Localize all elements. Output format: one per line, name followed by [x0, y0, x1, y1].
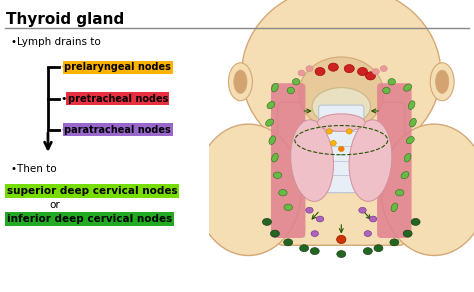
Ellipse shape — [298, 70, 305, 76]
Text: or: or — [49, 200, 60, 210]
Ellipse shape — [369, 216, 377, 222]
Ellipse shape — [409, 119, 417, 126]
Ellipse shape — [373, 69, 379, 74]
Text: superior deep cervical nodes: superior deep cervical nodes — [7, 186, 177, 196]
Ellipse shape — [279, 189, 287, 196]
Text: •: • — [60, 94, 66, 104]
Ellipse shape — [330, 140, 336, 146]
Ellipse shape — [312, 88, 371, 126]
Ellipse shape — [401, 172, 409, 178]
Ellipse shape — [406, 137, 414, 144]
Ellipse shape — [273, 172, 282, 179]
Ellipse shape — [271, 84, 279, 91]
Ellipse shape — [263, 218, 272, 225]
Ellipse shape — [388, 79, 395, 85]
Ellipse shape — [299, 57, 384, 130]
Ellipse shape — [271, 154, 279, 161]
Ellipse shape — [357, 67, 367, 76]
FancyBboxPatch shape — [319, 105, 364, 193]
Text: inferior deep cervical nodes: inferior deep cervical nodes — [7, 214, 172, 224]
Ellipse shape — [311, 231, 319, 237]
Ellipse shape — [404, 83, 411, 92]
Text: Thyroid gland: Thyroid gland — [6, 12, 124, 27]
Ellipse shape — [411, 218, 420, 225]
Text: •: • — [60, 62, 66, 72]
Ellipse shape — [228, 63, 252, 101]
Text: pretracheal nodes: pretracheal nodes — [68, 94, 168, 104]
Ellipse shape — [359, 207, 366, 213]
Ellipse shape — [315, 67, 325, 76]
Ellipse shape — [390, 239, 399, 246]
Text: •Then to: •Then to — [11, 164, 56, 174]
Ellipse shape — [380, 66, 387, 72]
Ellipse shape — [364, 231, 372, 237]
Ellipse shape — [292, 79, 300, 85]
Ellipse shape — [407, 102, 416, 108]
Ellipse shape — [391, 204, 398, 211]
Ellipse shape — [265, 119, 274, 126]
Ellipse shape — [316, 216, 324, 222]
Ellipse shape — [242, 0, 441, 161]
Text: •Lymph drains to: •Lymph drains to — [11, 37, 100, 47]
Ellipse shape — [346, 129, 352, 134]
Ellipse shape — [344, 65, 354, 73]
Ellipse shape — [234, 70, 247, 93]
Ellipse shape — [436, 70, 449, 93]
Ellipse shape — [268, 137, 276, 143]
Ellipse shape — [404, 153, 411, 162]
Ellipse shape — [267, 102, 275, 108]
Ellipse shape — [365, 72, 375, 80]
Ellipse shape — [300, 245, 309, 252]
Ellipse shape — [195, 124, 301, 256]
Ellipse shape — [310, 248, 319, 255]
FancyBboxPatch shape — [377, 83, 411, 238]
Ellipse shape — [327, 129, 332, 134]
Ellipse shape — [396, 188, 403, 197]
FancyBboxPatch shape — [271, 83, 305, 238]
Text: •: • — [60, 125, 66, 135]
Ellipse shape — [287, 87, 294, 94]
Ellipse shape — [291, 120, 334, 201]
Ellipse shape — [337, 251, 346, 258]
Text: paratracheal nodes: paratracheal nodes — [64, 125, 171, 135]
Ellipse shape — [374, 245, 383, 252]
Ellipse shape — [338, 146, 344, 152]
Ellipse shape — [349, 120, 392, 201]
FancyBboxPatch shape — [278, 102, 405, 245]
Ellipse shape — [285, 203, 292, 212]
Ellipse shape — [328, 63, 338, 71]
Ellipse shape — [306, 66, 313, 72]
Ellipse shape — [363, 248, 373, 255]
Ellipse shape — [430, 63, 454, 101]
Ellipse shape — [283, 239, 293, 246]
Ellipse shape — [337, 235, 346, 244]
Text: prelaryngeal nodes: prelaryngeal nodes — [64, 62, 171, 72]
Ellipse shape — [383, 87, 390, 94]
Ellipse shape — [318, 114, 365, 131]
Ellipse shape — [381, 124, 474, 256]
Ellipse shape — [270, 230, 280, 237]
Ellipse shape — [306, 207, 313, 213]
Ellipse shape — [403, 230, 412, 237]
